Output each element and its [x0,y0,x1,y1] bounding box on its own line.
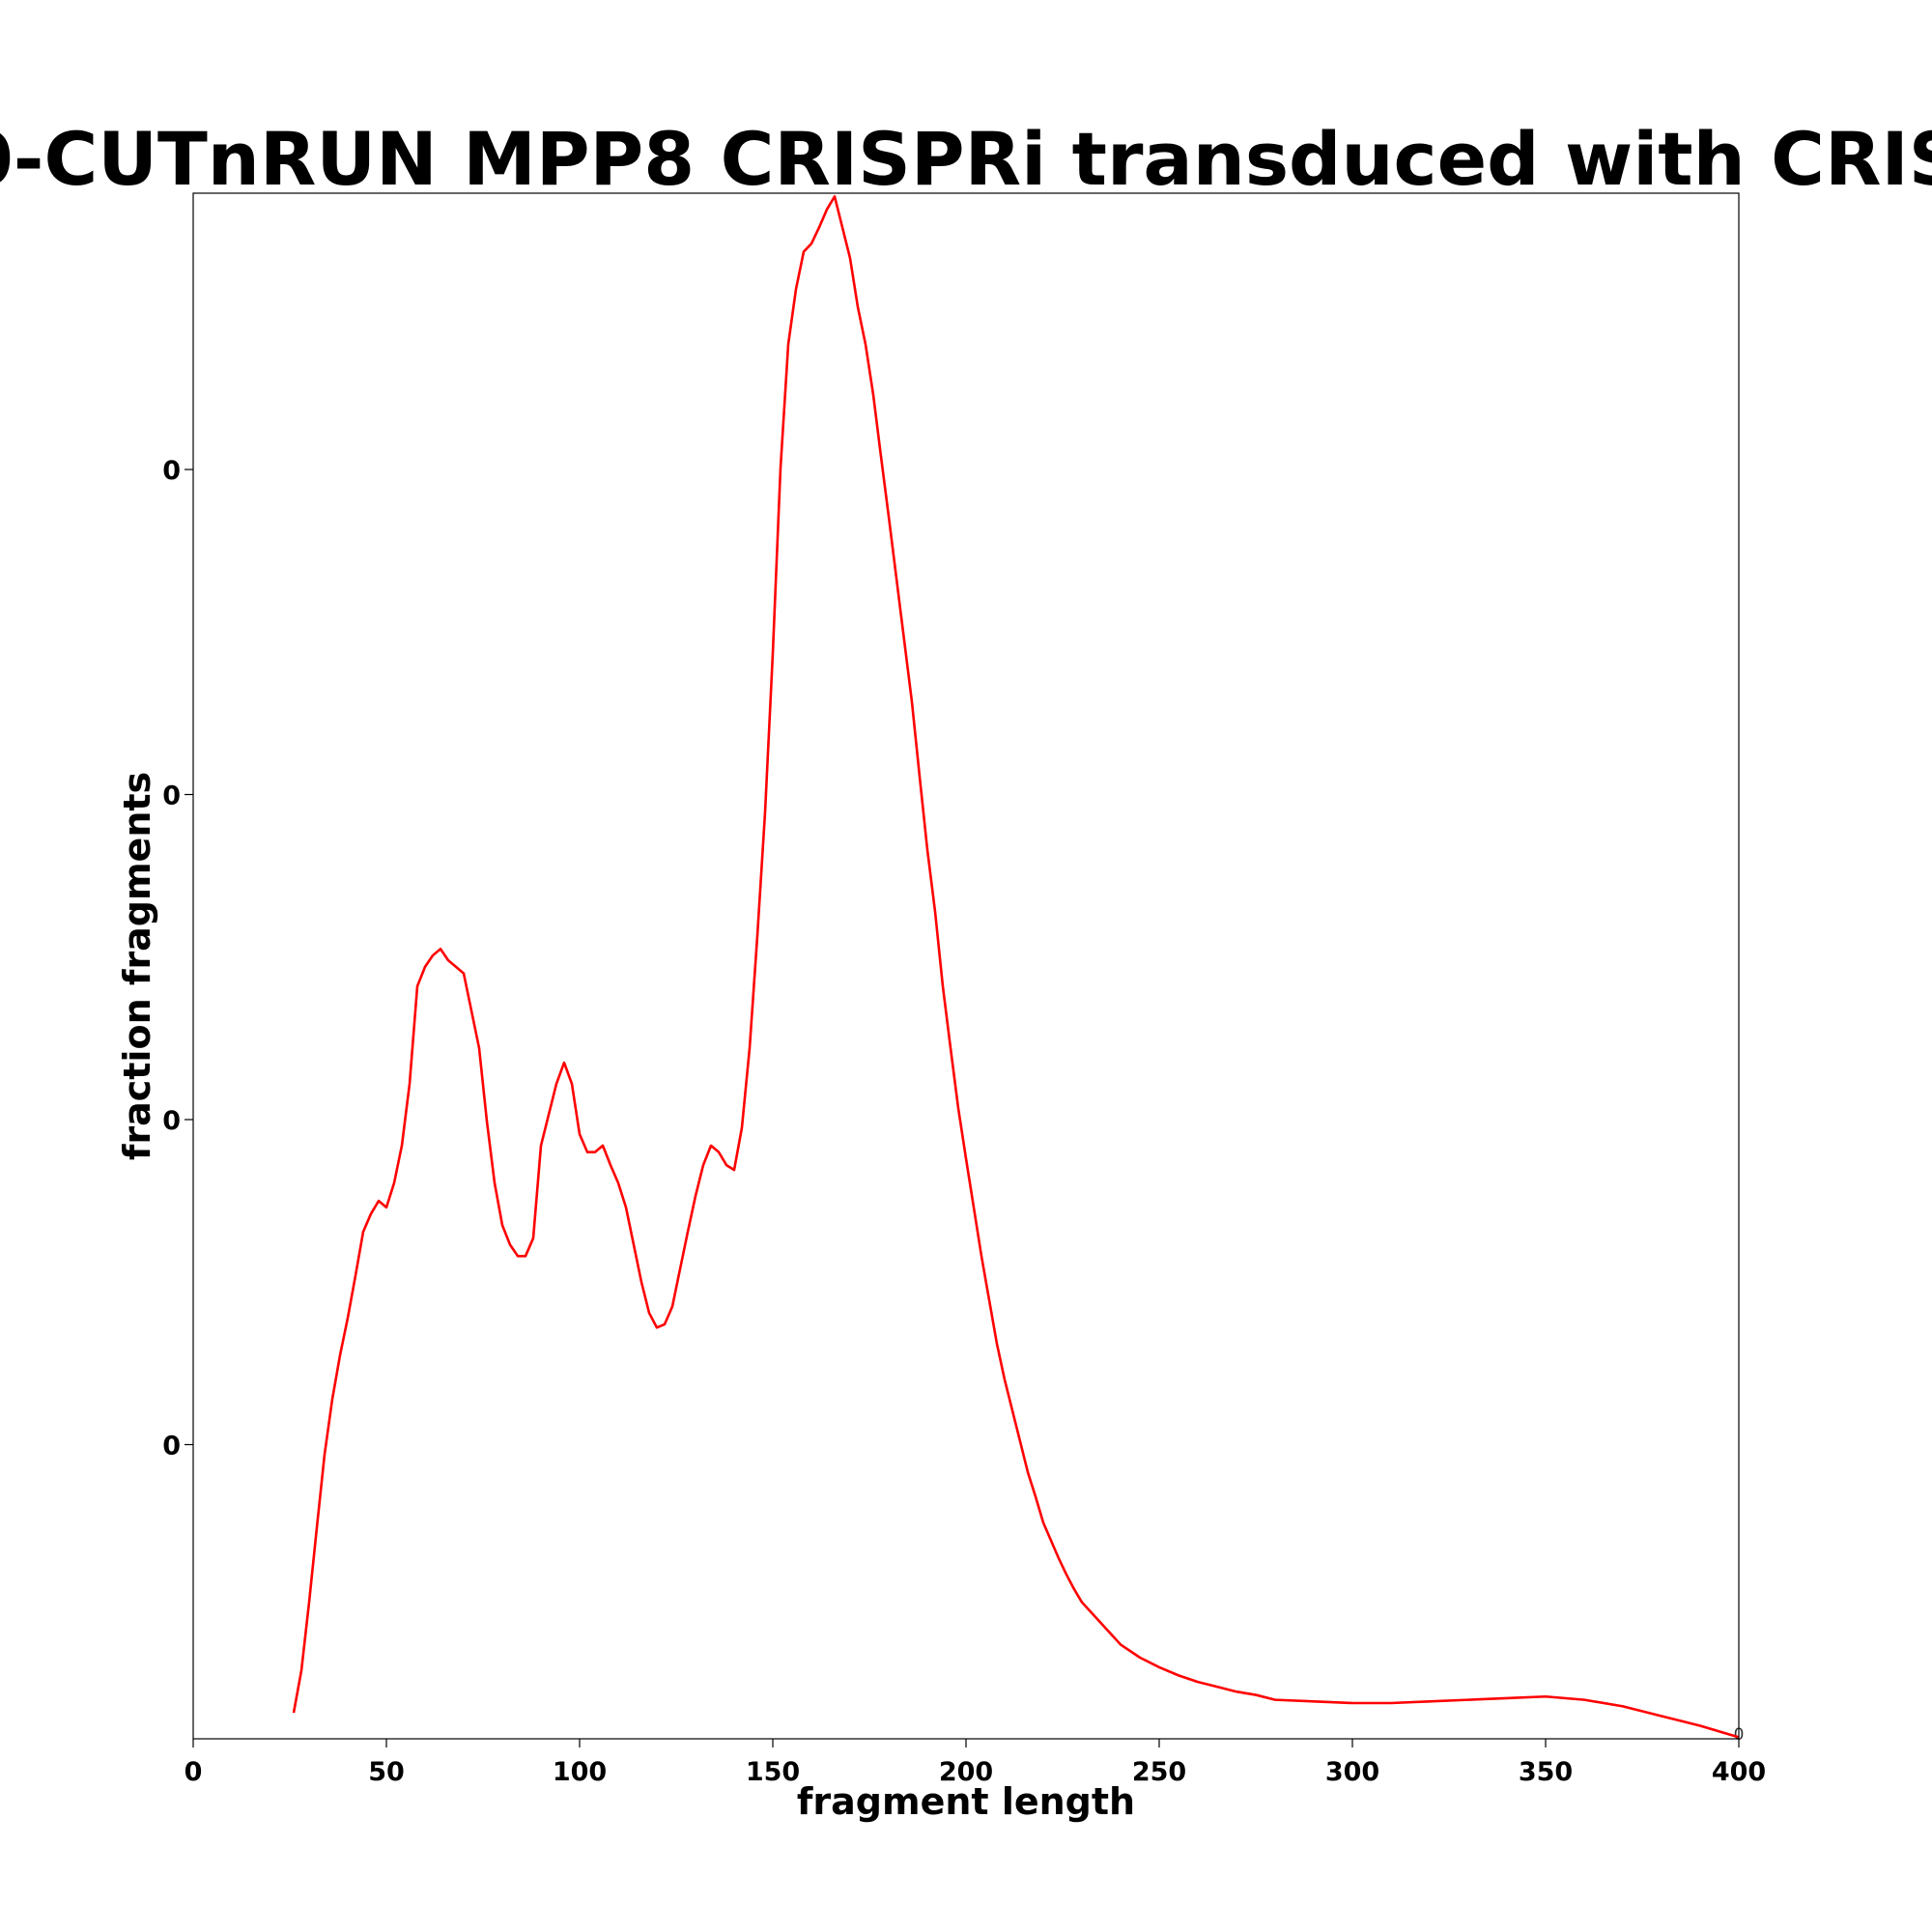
x-tick-label: 150 [746,1757,800,1787]
x-axis-label: fragment length [797,1780,1135,1823]
x-tick-label: 350 [1519,1757,1573,1787]
x-tick-label: 50 [368,1757,405,1787]
chart-title: 110-CUTnRUN MPP8 CRISPRi transduced with… [0,116,1932,202]
x-tick-label: 200 [939,1757,993,1787]
x-tick-label: 300 [1325,1757,1379,1787]
x-tick-label: 0 [185,1757,203,1787]
y-tick-label: 0 [162,1431,181,1461]
data-line [292,195,1740,1739]
x-tick-label: 400 [1712,1757,1766,1787]
y-tick-label: 0 [162,1106,181,1136]
y-axis-label: fraction fragments [116,772,158,1160]
x-tick-label: 100 [553,1757,607,1787]
plot-frame [192,192,1740,1740]
x-tick-label: 250 [1132,1757,1186,1787]
y-tick-label: 0 [162,781,181,811]
y-tick-label: 0 [162,456,181,486]
